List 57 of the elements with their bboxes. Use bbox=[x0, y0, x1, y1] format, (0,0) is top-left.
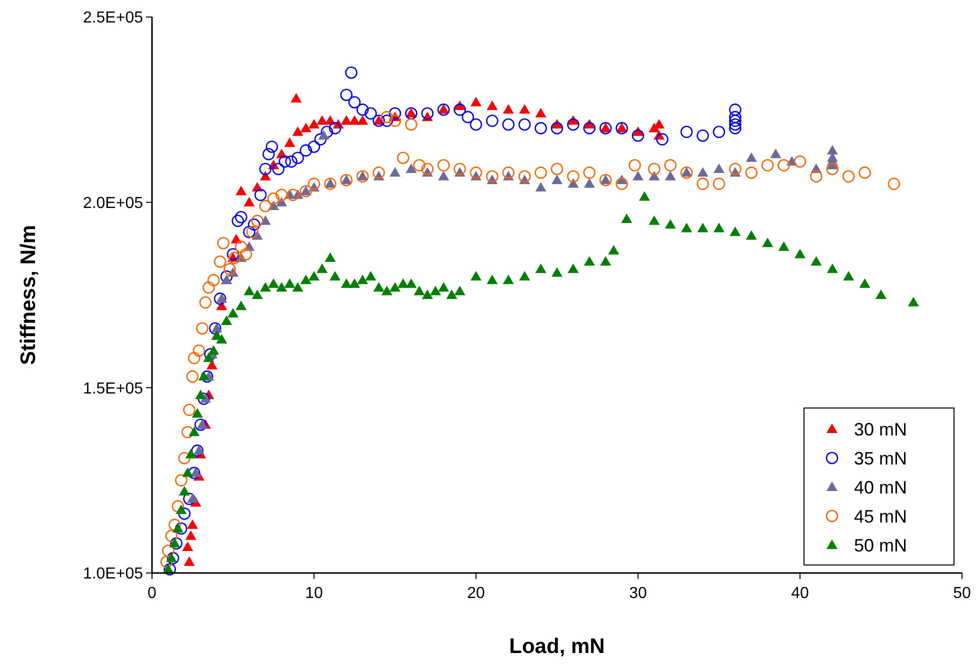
x-axis-title: Load, mN bbox=[509, 635, 605, 658]
point bbox=[184, 556, 195, 566]
point bbox=[770, 148, 782, 158]
point bbox=[244, 196, 255, 206]
y-axis-title: Stiffness, N/m bbox=[17, 224, 40, 366]
y-tick-label: 2.0E+05 bbox=[82, 194, 144, 212]
point bbox=[535, 108, 546, 118]
point bbox=[535, 182, 546, 192]
legend-label: 40 mN bbox=[854, 477, 908, 498]
point bbox=[196, 419, 208, 429]
y-tick-label: 1.5E+05 bbox=[82, 380, 144, 398]
point bbox=[290, 93, 302, 103]
point bbox=[826, 144, 838, 154]
legend-label: 45 mN bbox=[854, 506, 908, 526]
y-tick-label: 2.5E+05 bbox=[82, 10, 144, 27]
point bbox=[632, 170, 644, 180]
point bbox=[390, 167, 400, 177]
x-tick-label: 50 bbox=[953, 585, 971, 602]
point bbox=[664, 170, 676, 180]
point bbox=[406, 163, 417, 173]
point bbox=[185, 530, 196, 540]
point bbox=[584, 178, 595, 188]
x-tick-label: 0 bbox=[148, 585, 157, 602]
point bbox=[318, 130, 330, 140]
legend-label: 50 mN bbox=[854, 535, 908, 556]
x-tick-label: 10 bbox=[305, 585, 323, 602]
point bbox=[260, 170, 271, 180]
point bbox=[406, 108, 417, 118]
point bbox=[349, 115, 360, 125]
point bbox=[284, 138, 296, 148]
point bbox=[216, 293, 228, 303]
point bbox=[187, 493, 198, 503]
point bbox=[292, 126, 304, 136]
point bbox=[182, 542, 194, 552]
x-tick-label: 30 bbox=[629, 585, 647, 602]
point bbox=[746, 152, 757, 162]
point bbox=[357, 115, 368, 125]
point bbox=[316, 115, 328, 125]
point bbox=[519, 104, 530, 114]
point bbox=[438, 170, 450, 180]
x-tick-label: 40 bbox=[791, 585, 809, 602]
point bbox=[502, 104, 514, 114]
point bbox=[486, 100, 498, 110]
y-tick-label: 1.0E+05 bbox=[82, 566, 144, 583]
x-tick-label: 20 bbox=[467, 585, 485, 602]
point bbox=[552, 174, 562, 184]
point bbox=[340, 115, 352, 125]
point bbox=[300, 122, 312, 132]
legend-label: 30 mN bbox=[854, 419, 908, 440]
point bbox=[714, 163, 724, 173]
point bbox=[236, 186, 247, 196]
point bbox=[697, 167, 708, 177]
point bbox=[190, 467, 202, 477]
point bbox=[187, 519, 198, 529]
point bbox=[308, 118, 320, 128]
legend-label: 35 mN bbox=[854, 448, 908, 468]
point bbox=[470, 96, 482, 106]
